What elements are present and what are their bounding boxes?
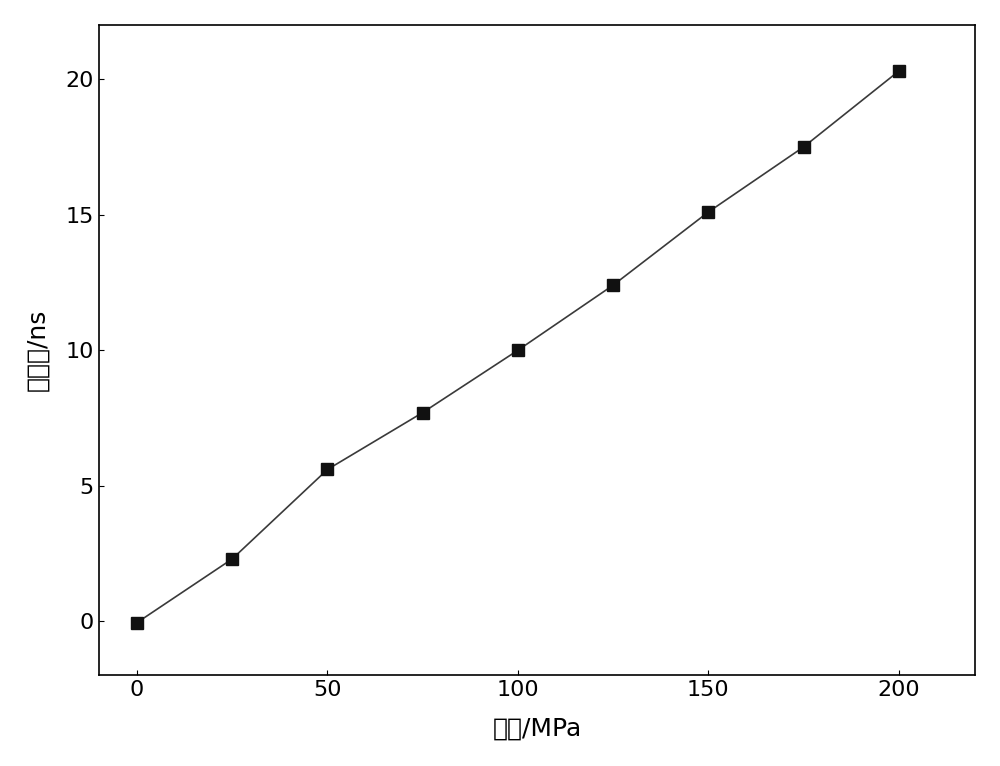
Y-axis label: 声时差/ns: 声时差/ns	[25, 309, 49, 391]
X-axis label: 应力/MPa: 应力/MPa	[492, 717, 582, 741]
